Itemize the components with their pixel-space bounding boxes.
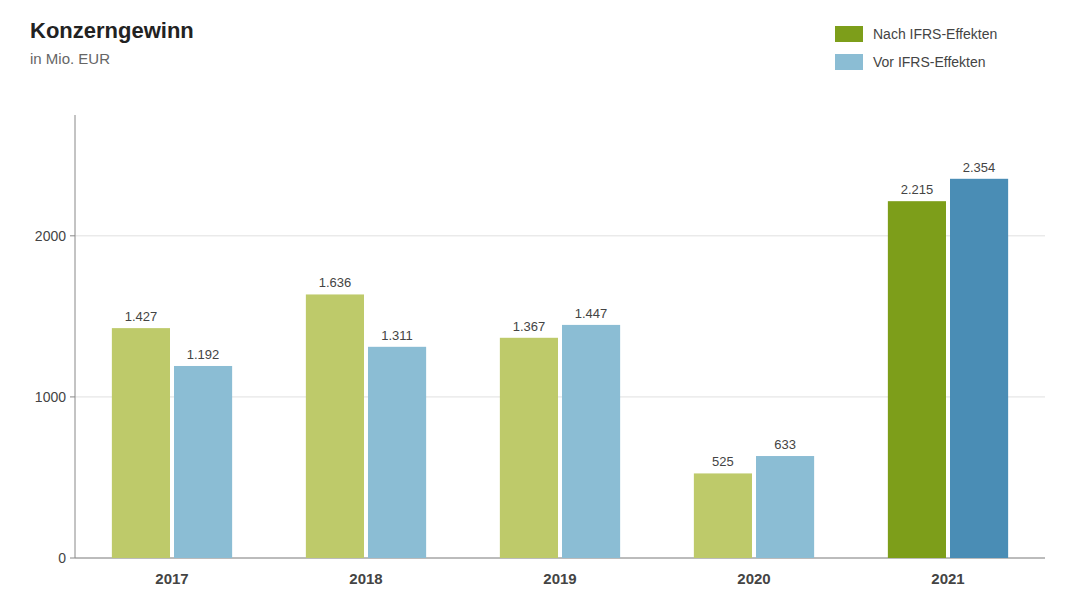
- title: Konzerngewinn: [30, 18, 194, 43]
- bar: [950, 179, 1008, 558]
- data-label: 1.192: [187, 347, 220, 362]
- y-tick: [70, 558, 75, 559]
- chart-svg: Konzerngewinnin Mio. EUR0100020001.4271.…: [0, 0, 1080, 608]
- bar: [888, 201, 946, 558]
- bar: [500, 338, 558, 558]
- y-axis-line: [75, 115, 76, 558]
- data-label: 1.636: [319, 275, 352, 290]
- x-tick-label: 2020: [737, 570, 770, 587]
- bar: [112, 328, 170, 558]
- data-labels: 1.427 1.192 1.636 1.311 1.367 1.447 525 633 2.21…: [125, 160, 996, 470]
- legend-label: Nach IFRS-Effekten: [873, 26, 997, 42]
- y-tick-label: 0: [58, 550, 66, 566]
- x-axis: 2017 2018 2019 2020 2021: [155, 570, 964, 587]
- y-tick-label: 2000: [35, 228, 66, 244]
- x-tick-label: 2017: [155, 570, 188, 587]
- data-label: 1.447: [575, 306, 608, 321]
- bar: [306, 294, 364, 558]
- bar: [368, 347, 426, 558]
- data-label: 2.354: [963, 160, 996, 175]
- bar: [174, 366, 232, 558]
- x-tick-label: 2019: [543, 570, 576, 587]
- chart-container: Konzerngewinnin Mio. EUR0100020001.4271.…: [0, 0, 1080, 608]
- x-tick-label: 2021: [931, 570, 964, 587]
- legend: Nach IFRS-Effekten Vor IFRS-Effekten: [835, 26, 997, 70]
- legend-label: Vor IFRS-Effekten: [873, 54, 986, 70]
- data-label: 2.215: [901, 182, 934, 197]
- legend-swatch: [835, 26, 863, 42]
- y-tick-label: 1000: [35, 389, 66, 405]
- legend-swatch: [835, 54, 863, 70]
- data-label: 525: [712, 454, 734, 469]
- data-label: 633: [774, 437, 796, 452]
- y-tick: [70, 235, 75, 236]
- bars: [112, 179, 1008, 558]
- y-tick: [70, 396, 75, 397]
- data-label: 1.427: [125, 309, 158, 324]
- bar: [562, 325, 620, 558]
- bar: [694, 473, 752, 558]
- subtitle: in Mio. EUR: [30, 50, 110, 67]
- bar: [756, 456, 814, 558]
- x-tick-label: 2018: [349, 570, 382, 587]
- data-label: 1.311: [381, 328, 413, 343]
- data-label: 1.367: [513, 319, 546, 334]
